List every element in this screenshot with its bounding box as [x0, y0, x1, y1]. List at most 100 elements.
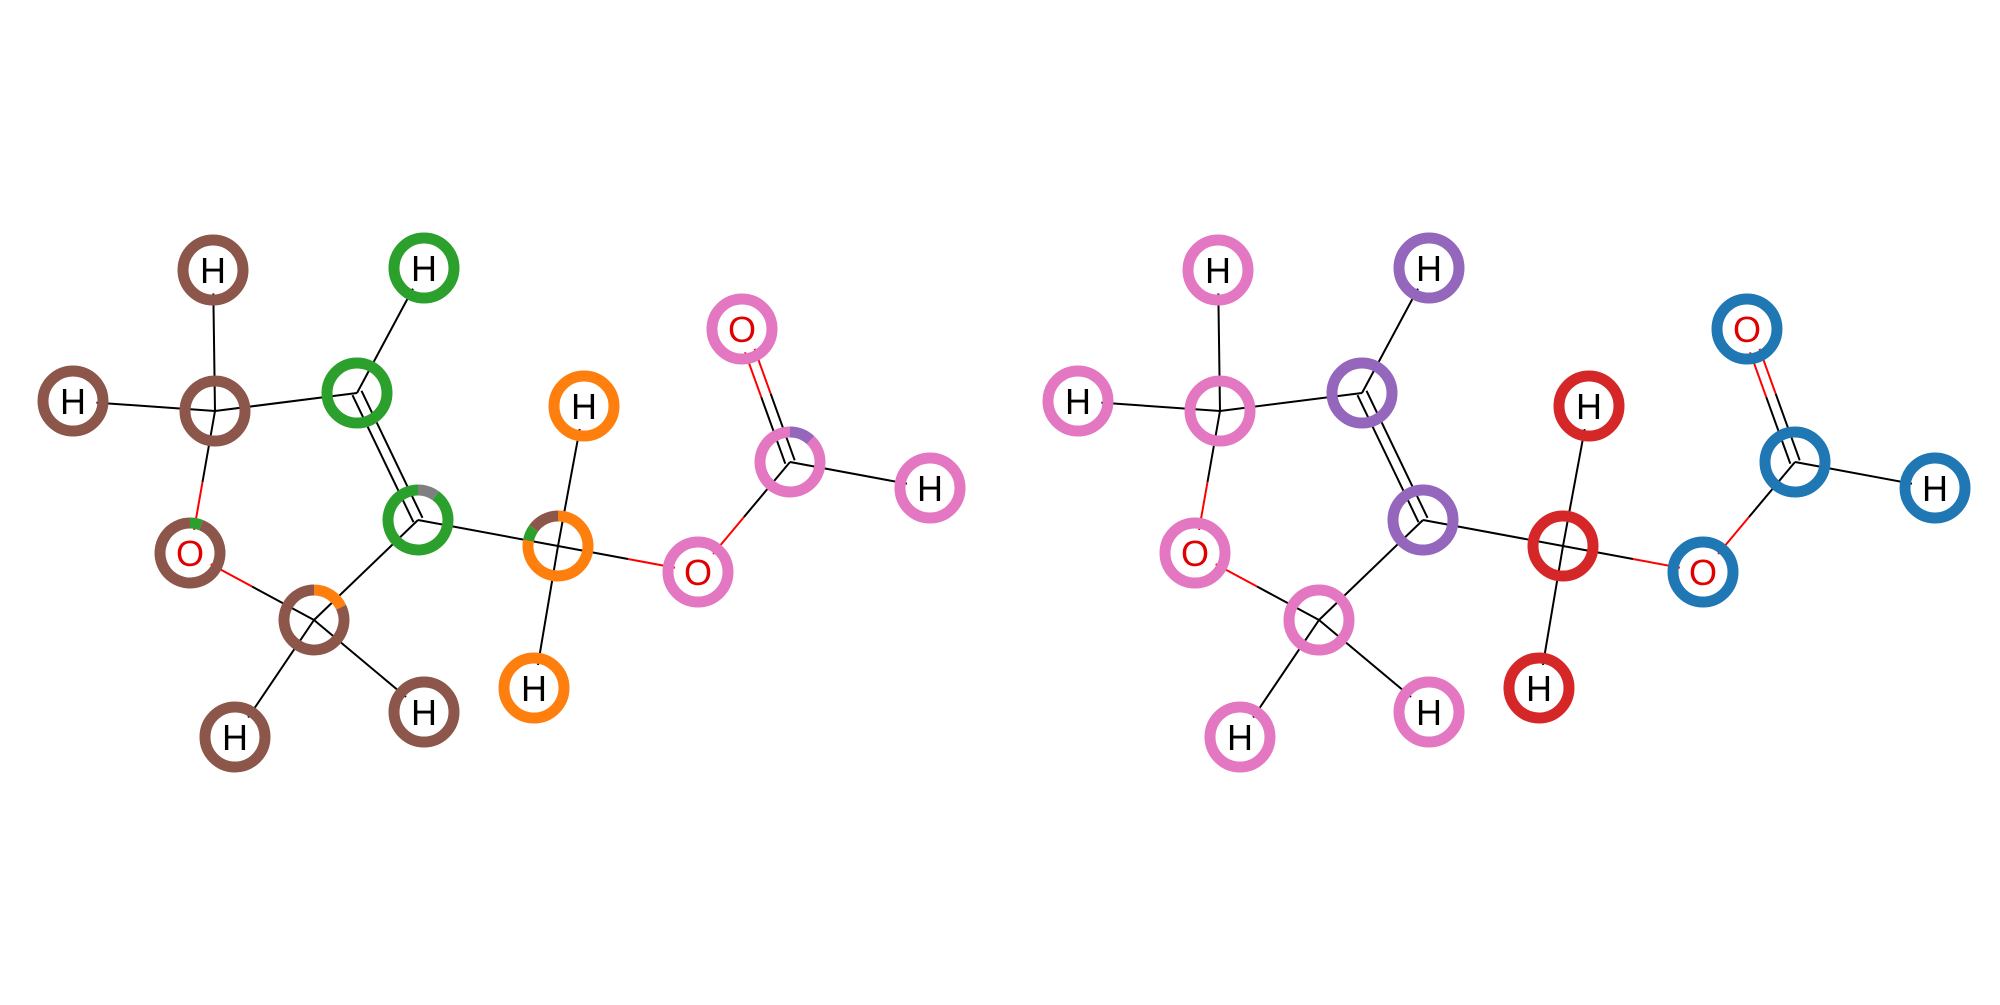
left-atom-h4: H — [199, 701, 271, 773]
right-label-o1: O — [1181, 533, 1209, 574]
left-atom-h6: H — [548, 370, 620, 442]
right-atom-c4 — [1283, 584, 1355, 656]
right-label-h8: H — [1922, 468, 1948, 509]
left-ring-h2 — [388, 232, 460, 304]
left-atom-h5: H — [388, 676, 460, 748]
left-label-h3: H — [60, 381, 86, 422]
left-atom-h2: H — [388, 232, 460, 304]
left-ring-h3 — [37, 365, 109, 437]
right-atom-o1: O — [1159, 517, 1231, 589]
left-bond-c4-h4 — [234, 619, 315, 738]
right-label-h3: H — [1065, 381, 1091, 422]
left-ring-h6 — [548, 370, 620, 442]
left-atom-c2 — [321, 357, 393, 429]
right-atom-c5 — [1527, 510, 1599, 582]
right-ring-h4 — [1204, 701, 1276, 773]
left-bond-c1-c2 — [214, 392, 358, 412]
left-ring-c4-seg-0 — [313, 584, 347, 610]
right-bond-h1-c1 — [1217, 269, 1221, 412]
right-atom-h4: H — [1204, 701, 1276, 773]
left-ring-c5-seg-2 — [529, 510, 559, 532]
left-ring-c3-seg-0 — [417, 484, 439, 501]
right-atom-o2: O — [1667, 536, 1739, 608]
right-ring-o1 — [1159, 517, 1231, 589]
left-atom-c3 — [382, 484, 454, 556]
right-ring-c2 — [1326, 357, 1398, 429]
left-bond-h3-c1 — [72, 400, 216, 412]
left-bond-h1-c1 — [212, 269, 216, 412]
right-molecule: H H H O H H H H O O H — [1042, 232, 1971, 773]
right-atom-h1: H — [1182, 234, 1254, 306]
left-ring-h5 — [388, 676, 460, 748]
left-ring-c2 — [321, 357, 393, 429]
left-label-h4: H — [222, 717, 248, 758]
right-atom-c2 — [1326, 357, 1398, 429]
left-molecule: H H H O H H H H O O H — [37, 232, 966, 773]
left-atom-o3: O — [706, 293, 778, 365]
right-bond-c5-h7 — [1538, 545, 1564, 689]
left-atoms: H H H O H H H H O O H — [37, 232, 966, 773]
left-ring-o1-seg-1 — [154, 517, 226, 589]
right-bond-c6-h8 — [1794, 461, 1936, 489]
left-ring-h7 — [498, 652, 570, 724]
left-label-h7: H — [521, 668, 547, 709]
right-label-o2: O — [1689, 552, 1717, 593]
left-ring-o3 — [706, 293, 778, 365]
right-ring-c4 — [1283, 584, 1355, 656]
left-atom-h8: H — [894, 452, 966, 524]
left-bond-h2-c2 — [356, 267, 425, 394]
left-atom-o2: O — [662, 536, 734, 608]
right-ring-h8 — [1899, 452, 1971, 524]
left-bond-c5-h6 — [557, 405, 585, 547]
right-atom-c1 — [1184, 375, 1256, 447]
right-bond-c4-c3 — [1318, 519, 1424, 621]
right-atom-o3: O — [1711, 293, 1783, 365]
left-atom-h3: H — [37, 365, 109, 437]
left-label-o1: O — [176, 533, 204, 574]
left-label-h5: H — [411, 692, 437, 733]
left-atom-c5 — [522, 510, 594, 582]
right-bond-c3-c5 — [1422, 519, 1564, 547]
right-ring-h2 — [1393, 232, 1465, 304]
right-ring-c1 — [1184, 375, 1256, 447]
left-atom-c4 — [278, 584, 350, 656]
left-bond-c5-h7 — [533, 545, 559, 689]
right-ring-h7 — [1503, 652, 1575, 724]
left-bond-c4-h5 — [313, 619, 425, 713]
right-ring-o2 — [1667, 536, 1739, 608]
right-atom-h6: H — [1553, 370, 1625, 442]
left-label-h8: H — [917, 468, 943, 509]
right-ring-c5 — [1527, 510, 1599, 582]
left-ring-o1-seg-0 — [189, 517, 204, 531]
left-label-h6: H — [571, 386, 597, 427]
right-ring-c6 — [1759, 426, 1831, 498]
right-bond-h3-c1 — [1077, 400, 1221, 412]
right-label-h5: H — [1416, 692, 1442, 733]
right-atom-h8: H — [1899, 452, 1971, 524]
right-atom-c3 — [1387, 484, 1459, 556]
right-bond-c4-h4 — [1239, 619, 1320, 738]
right-label-h2: H — [1416, 248, 1442, 289]
left-ring-c1 — [179, 375, 251, 447]
left-atom-c6 — [754, 426, 826, 498]
right-ring-o3 — [1711, 293, 1783, 365]
right-atom-h3: H — [1042, 365, 1114, 437]
left-atom-o1: O — [154, 517, 226, 589]
left-ring-h1 — [177, 234, 249, 306]
right-label-h7: H — [1526, 668, 1552, 709]
right-bonds — [1077, 267, 1936, 738]
right-label-h6: H — [1576, 386, 1602, 427]
left-ring-h8 — [894, 452, 966, 524]
right-label-o3: O — [1733, 309, 1761, 350]
right-ring-h6 — [1553, 370, 1625, 442]
right-atom-c6 — [1759, 426, 1831, 498]
right-ring-h5 — [1393, 676, 1465, 748]
left-ring-h4 — [199, 701, 271, 773]
right-atom-h7: H — [1503, 652, 1575, 724]
right-label-h4: H — [1227, 717, 1253, 758]
left-atom-c1 — [179, 375, 251, 447]
left-label-h2: H — [411, 248, 437, 289]
left-label-h1: H — [200, 250, 226, 291]
left-bond-c3-c5 — [417, 519, 559, 547]
